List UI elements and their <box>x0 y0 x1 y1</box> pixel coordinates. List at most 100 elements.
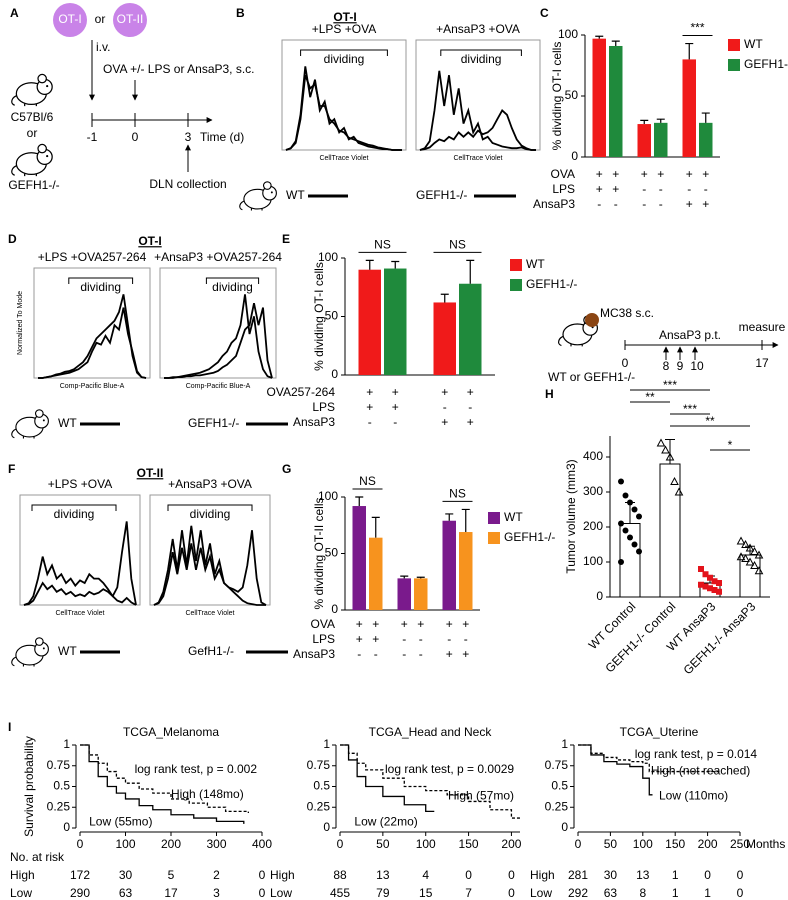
collection-label: DLN collection <box>149 177 226 191</box>
y-axis-label: % dividing OT-I cells <box>550 42 564 151</box>
legend-label: WT <box>58 416 77 430</box>
gate-bracket <box>68 277 134 284</box>
x-tick-label: 400 <box>252 837 272 851</box>
legend-label: WT <box>58 644 77 658</box>
data-point <box>741 553 750 562</box>
legend-swatch <box>488 532 500 544</box>
chart-title: OT-I <box>138 234 161 248</box>
data-point <box>707 585 713 592</box>
bar <box>682 59 696 157</box>
risk-value: 30 <box>604 868 618 882</box>
condition-label: LPS <box>552 182 575 196</box>
risk-value: 0 <box>259 868 266 882</box>
gate-bracket <box>167 504 253 511</box>
data-point <box>661 445 670 454</box>
condition-mark: + <box>401 617 408 631</box>
error-bar <box>355 496 364 507</box>
condition-mark: - <box>659 197 663 211</box>
condition-mark: + <box>392 400 399 414</box>
annotation: log rank test, p = 0.002 <box>135 762 258 776</box>
data-point <box>665 452 675 461</box>
x-axis-label: CellTrace Violet <box>55 610 104 617</box>
timepoint: -1 <box>87 130 98 144</box>
condition-label: AnsaP3 <box>293 647 335 661</box>
timepoint: 3 <box>185 130 192 144</box>
risk-title: No. at risk <box>10 850 65 864</box>
chart-title: TCGA_Melanoma <box>123 725 219 739</box>
plot-frame <box>281 39 407 151</box>
error-bar <box>685 42 694 60</box>
bar <box>369 537 383 610</box>
treatment-label: OVA +/- LPS or AnsaP3, s.c. <box>103 62 255 76</box>
chart-title: OT-II <box>137 466 164 480</box>
gate-label: dividing <box>190 507 231 521</box>
condition-label: OVA <box>551 167 575 181</box>
histogram-line <box>285 74 402 151</box>
measure-label: measure <box>739 320 786 334</box>
data-point <box>750 560 759 569</box>
y-axis-label: % dividing OT-I cells <box>312 262 326 371</box>
condition-mark: + <box>356 632 363 646</box>
gate-label: dividing <box>54 507 95 521</box>
gate-label: dividing <box>212 280 253 294</box>
risk-value: 1 <box>672 868 679 882</box>
significance-label: NS <box>374 238 391 252</box>
condition-mark: - <box>402 632 406 646</box>
x-tick-label: 0 <box>77 837 84 851</box>
condition-mark: + <box>446 647 453 661</box>
legend-swatch <box>488 512 500 524</box>
data-point <box>627 499 633 506</box>
survival-curve <box>578 744 653 796</box>
condition-mark: - <box>687 182 691 196</box>
y-tick-label: 100 <box>583 554 603 568</box>
condition-mark: + <box>686 167 693 181</box>
significance-label: ** <box>705 414 715 428</box>
error-bar <box>400 575 409 579</box>
or-text: or <box>27 126 38 140</box>
x-axis-label: CellTrace Violet <box>319 155 368 162</box>
condition-mark: - <box>393 415 397 429</box>
condition-mark: - <box>419 647 423 661</box>
panel-subtitle: +LPS +OVA <box>48 477 112 491</box>
gate-label: dividing <box>324 52 365 66</box>
histogram-line <box>164 294 273 379</box>
condition-mark: + <box>417 617 424 631</box>
day-label: 17 <box>755 356 769 370</box>
data-point <box>618 559 624 565</box>
panel-label: G <box>282 462 291 476</box>
cell-label: OT-I <box>58 12 81 26</box>
annotation: Low (55mo) <box>89 814 152 828</box>
condition-mark: + <box>366 385 373 399</box>
y-tick-label: 0.75 <box>545 758 569 772</box>
data-point <box>631 506 638 513</box>
y-axis-label: Normalized To Mode <box>17 291 24 355</box>
treatment-label: AnsaP3 p.t. <box>659 328 721 342</box>
legend-label: WT <box>286 188 305 202</box>
legend-swatch <box>510 259 522 271</box>
y-tick-label: 1 <box>323 737 330 751</box>
gate-label: dividing <box>461 52 502 66</box>
risk-value: 17 <box>164 886 178 900</box>
condition-mark: + <box>596 182 603 196</box>
strain-label: C57Bl/6 <box>11 110 54 124</box>
condition-mark: + <box>702 197 709 211</box>
panel-label: I <box>8 720 11 734</box>
bar <box>397 578 411 610</box>
condition-mark: - <box>419 632 423 646</box>
condition-mark: - <box>368 415 372 429</box>
error-bar <box>365 259 374 270</box>
x-tick-label: 200 <box>501 837 521 851</box>
chart-title: TCGA_Uterine <box>620 725 699 739</box>
panel-subtitle: +LPS +OVA <box>312 22 376 36</box>
condition-label: AnsaP3 <box>293 415 335 429</box>
y-tick-label: 1 <box>561 737 568 751</box>
condition-mark: + <box>366 400 373 414</box>
y-tick-label: 0 <box>571 149 578 163</box>
x-tick-label: 150 <box>459 837 479 851</box>
x-tick-label: 0 <box>337 837 344 851</box>
error-bar <box>611 40 620 46</box>
x-tick-label: GEFH1-/- AnsaP3 <box>681 599 759 677</box>
y-tick-label: 200 <box>583 519 603 533</box>
day-label: 10 <box>690 359 704 373</box>
x-tick-label: GEFH1-/- Control <box>602 599 678 675</box>
